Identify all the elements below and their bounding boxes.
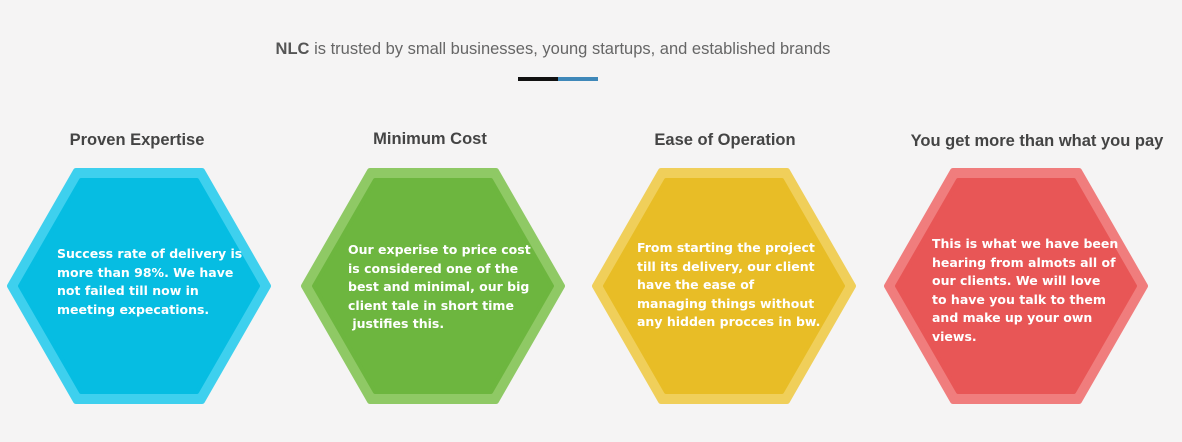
tagline-text: is trusted by small businesses, young st…: [314, 40, 831, 58]
feature-line: meeting expecations.: [57, 301, 210, 317]
feature-line: is considered one of the: [348, 260, 519, 276]
feature-line: From starting the project: [637, 240, 815, 255]
feature-line: justifies this.: [348, 316, 445, 331]
brand-name: NLC: [275, 40, 310, 58]
feature-title-more-than-you-pay: You get more than what you pay: [910, 132, 1164, 150]
feature-line: to have you talk to them: [932, 291, 1106, 307]
feature-line: our clients. We will love: [932, 273, 1101, 288]
hexagon-shape: [301, 168, 565, 404]
feature-line: Success rate of delivery is: [57, 246, 243, 261]
feature-description: Success rate of delivery is more than 98…: [57, 245, 242, 319]
feature-hexagon-proven-expertise: Success rate of delivery is more than 98…: [6, 168, 272, 404]
tagline: NLC is trusted by small businesses, youn…: [0, 40, 1106, 59]
feature-line: have the ease of: [637, 277, 755, 292]
feature-line: any hidden procces in bw.: [637, 314, 821, 329]
feature-line: till its delivery, our client: [637, 258, 815, 274]
hexagon-shape: [592, 168, 856, 404]
feature-line: and make up your own: [932, 310, 1093, 325]
feature-hexagon-ease-of-operation: From starting the project till its deliv…: [591, 168, 857, 404]
feature-line: client tale in short time: [348, 297, 514, 313]
feature-description: From starting the project till its deliv…: [637, 239, 820, 332]
feature-line: managing things without: [637, 295, 815, 311]
feature-description: Our experise to price cost is considered…: [348, 241, 531, 334]
feature-line: This is what we have been: [932, 236, 1119, 251]
feature-line: hearing from almots all of: [932, 254, 1116, 270]
feature-hexagon-more-than-you-pay: This is what we have been hearing from a…: [883, 168, 1149, 404]
feature-line: not failed till now in: [57, 283, 199, 298]
feature-title-minimum-cost: Minimum Cost: [373, 130, 487, 148]
divider-dark-segment: [518, 77, 558, 81]
feature-line: more than 98%. We have: [57, 264, 234, 280]
title-divider: [518, 77, 598, 81]
divider-blue-segment: [558, 77, 598, 81]
hexagon-shape: [884, 168, 1148, 404]
hexagon-shape: [7, 168, 271, 404]
feature-line: views.: [932, 328, 977, 344]
feature-line: Our experise to price cost: [348, 242, 531, 257]
feature-title-ease-of-operation: Ease of Operation: [654, 131, 796, 149]
feature-hexagon-minimum-cost: Our experise to price cost is considered…: [300, 168, 566, 404]
feature-description: This is what we have been hearing from a…: [932, 235, 1118, 346]
feature-line: best and minimal, our big: [348, 279, 530, 294]
feature-title-proven-expertise: Proven Expertise: [69, 131, 205, 149]
